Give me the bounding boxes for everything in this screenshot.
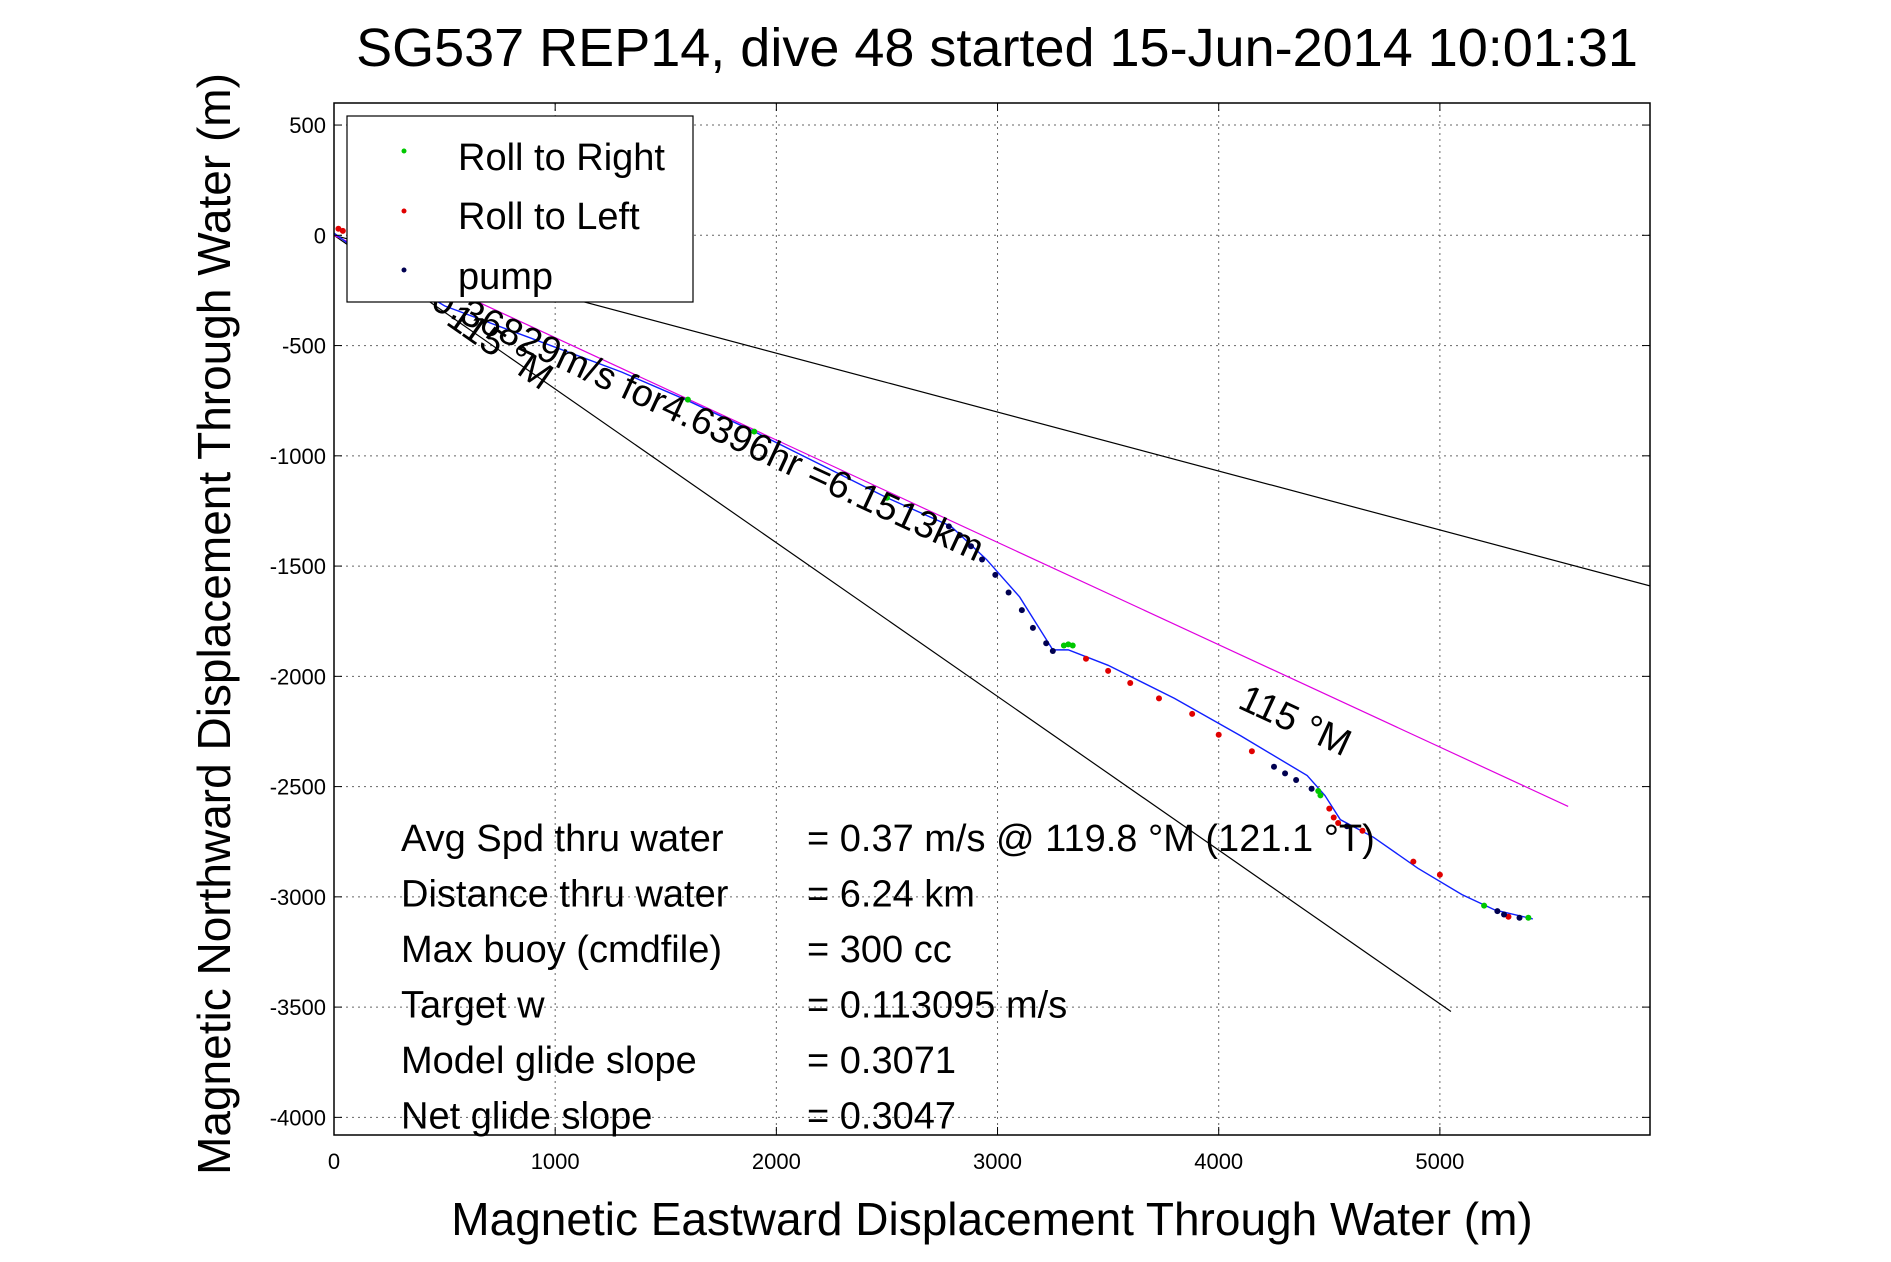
point-pump	[1282, 770, 1289, 777]
legend-marker-roll-right	[401, 148, 407, 154]
point-roll-to-left	[339, 227, 346, 234]
point-pump	[992, 571, 999, 578]
point-roll-to-left	[1083, 655, 1089, 662]
point-roll-to-left	[335, 225, 342, 232]
x-tick-label: 4000	[1194, 1149, 1243, 1174]
point-roll-to-left	[1330, 814, 1337, 821]
stat-label: Model glide slope	[401, 1040, 697, 1082]
stat-label: Net glide slope	[401, 1096, 652, 1138]
y-tick-label: -1000	[270, 444, 326, 469]
point-roll-to-right	[751, 428, 758, 435]
point-roll-to-right	[684, 396, 691, 403]
y-tick-labels: 500 0 -500 -1000 -1500 -2000 -2500 -3000 -3500 -4…	[270, 113, 1650, 1130]
point-roll-to-left	[1155, 695, 1162, 702]
y-tick-label: -1500	[270, 554, 326, 579]
x-tick-label: 2000	[752, 1149, 801, 1174]
point-pump	[956, 532, 963, 539]
stat-value: = 300 cc	[807, 929, 952, 971]
stat-label: Max buoy (cmdfile)	[401, 929, 722, 971]
y-tick-label: -3000	[270, 885, 326, 910]
point-roll-to-left	[1335, 819, 1342, 826]
x-tick-label: 1000	[531, 1149, 580, 1174]
point-roll-to-left	[1189, 710, 1196, 717]
point-roll-to-right	[1481, 902, 1488, 909]
point-pump	[1271, 763, 1277, 770]
point-roll-to-left	[1436, 871, 1443, 878]
point-pump	[1018, 607, 1025, 614]
x-axis-label: Magnetic Eastward Displacement Through W…	[451, 1193, 1532, 1245]
stat-value: = 6.24 km	[807, 874, 975, 916]
point-pump	[1049, 647, 1056, 654]
y-tick-label: -2000	[270, 664, 326, 689]
y-tick-label: -2500	[270, 775, 326, 800]
y-tick-label: 500	[289, 113, 326, 138]
x-tick-label: 5000	[1415, 1149, 1464, 1174]
legend-marker-roll-left	[401, 208, 407, 214]
stat-value: = 0.113095 m/s	[807, 985, 1067, 1027]
reference-line-2	[334, 234, 1452, 1013]
chart-title: SG537 REP14, dive 48 started 15-Jun-2014…	[356, 18, 1638, 78]
stat-label: Target w	[401, 985, 545, 1027]
stat-value: = 0.37 m/s @ 119.8 °M (121.1 °T)	[807, 818, 1375, 860]
plot-border	[333, 102, 1651, 1136]
point-roll-to-left	[1215, 731, 1222, 738]
point-pump	[945, 523, 952, 530]
point-roll-to-left	[1105, 667, 1112, 674]
dive-statistics: Avg Spd thru water = 0.37 m/s @ 119.8 °M …	[401, 818, 1375, 1138]
stat-value: = 0.3047	[807, 1096, 956, 1138]
legend-marker-pump	[401, 267, 407, 273]
stat-value: = 0.3071	[807, 1040, 956, 1082]
point-roll-to-left	[1505, 913, 1512, 920]
point-pump	[1043, 640, 1050, 647]
point-pump	[1029, 624, 1036, 631]
point-pump	[1501, 911, 1508, 918]
point-pump	[1494, 908, 1501, 915]
stat-label: Avg Spd thru water	[401, 818, 724, 860]
y-axis-label: Magnetic Northward Displacement Through …	[188, 73, 240, 1175]
x-tick-labels: 0 1000 2000 3000 4000 5000	[328, 103, 1464, 1174]
point-roll-to-left	[1248, 748, 1255, 755]
point-pump	[1308, 785, 1315, 792]
legend-label-roll-right: Roll to Right	[458, 137, 665, 179]
point-roll-to-left	[1410, 858, 1417, 865]
y-tick-label: -3500	[270, 995, 326, 1020]
point-roll-to-right	[1069, 642, 1076, 649]
point-roll-to-right	[883, 494, 890, 501]
point-pump	[1516, 914, 1523, 921]
point-roll-to-left	[1326, 805, 1333, 812]
point-pump	[1343, 823, 1350, 830]
legend-label-pump: pump	[458, 256, 553, 298]
point-pump	[1293, 776, 1300, 783]
stat-label: Distance thru water	[401, 874, 729, 916]
legend-label-roll-left: Roll to Left	[458, 196, 640, 238]
marker-series	[335, 225, 1532, 921]
y-tick-label: 0	[314, 223, 326, 248]
y-tick-label: -500	[282, 334, 326, 359]
x-tick-label: 3000	[973, 1149, 1022, 1174]
point-roll-to-right	[1525, 914, 1532, 921]
point-pump	[967, 543, 974, 550]
point-roll-to-right	[1317, 792, 1324, 799]
x-tick-label: 0	[328, 1149, 340, 1174]
legend: Roll to Right Roll to Left pump	[346, 115, 694, 303]
grid-lines	[334, 103, 1650, 1135]
point-pump	[1005, 589, 1012, 596]
y-tick-label: -4000	[270, 1105, 326, 1130]
reference-line-3	[334, 234, 1569, 807]
point-pump	[979, 556, 986, 563]
point-roll-to-left	[1127, 679, 1134, 686]
point-roll-to-left	[1359, 827, 1366, 834]
